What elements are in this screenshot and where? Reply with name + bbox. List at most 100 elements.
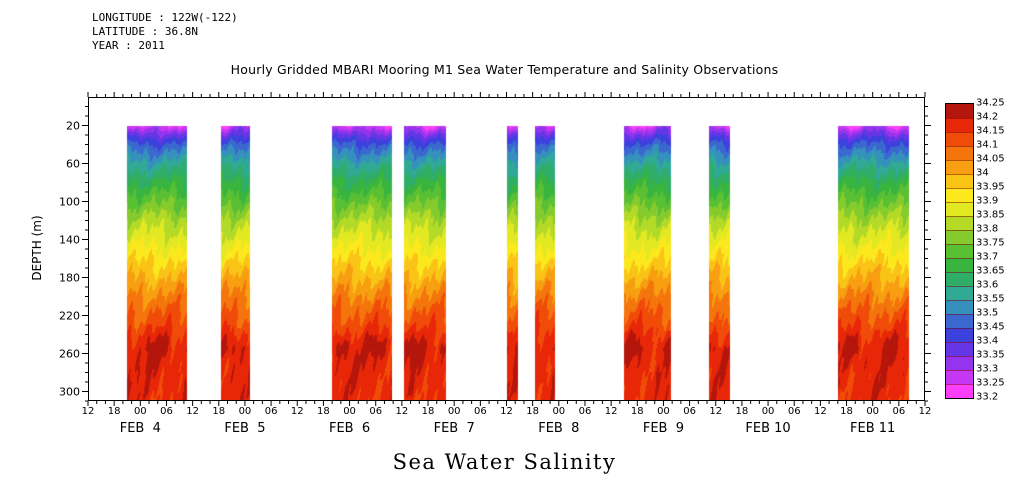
- colorbar-tick-label: 33.9: [976, 195, 999, 207]
- x-hour-tick-label: 06: [578, 406, 592, 417]
- colorbar-tick-label: 33.8: [976, 223, 999, 235]
- x-hour-tick-label: 00: [238, 406, 252, 417]
- x-hour-tick-label: 12: [604, 406, 618, 417]
- x-hour-tick-label: 00: [657, 406, 670, 417]
- colorbar-tick-label: 33.7: [976, 251, 999, 263]
- colorbar: [945, 103, 974, 399]
- colorbar-tick-label: 33.3: [976, 363, 999, 375]
- x-hour-tick-label: 18: [421, 406, 435, 417]
- x-hour-tick-label: 12: [814, 406, 827, 417]
- salinity-contour-plot: [88, 97, 925, 401]
- x-axis-caption: Sea Water Salinity: [392, 450, 617, 474]
- colorbar-tick-label: 33.85: [976, 209, 1005, 221]
- colorbar-segment: [946, 160, 973, 174]
- longitude-label: LONGITUDE : 122W(-122): [92, 11, 238, 24]
- year-label: YEAR : 2011: [92, 39, 165, 52]
- x-hour-tick-label: 18: [840, 406, 853, 417]
- x-hour-tick-label: 06: [160, 406, 173, 417]
- colorbar-tick-label: 33.95: [976, 181, 1005, 193]
- colorbar-tick-label: 34.25: [976, 97, 1005, 109]
- x-hour-tick-label: 06: [787, 406, 801, 417]
- colorbar-segment: [946, 216, 973, 230]
- colorbar-segment: [946, 286, 973, 300]
- colorbar-tick-label: 34.05: [976, 153, 1005, 165]
- y-tick-label: 20: [66, 119, 80, 132]
- x-date-label: FEB 10: [745, 421, 791, 436]
- x-hour-tick-label: 12: [186, 406, 199, 417]
- x-date-label: FEB 7: [433, 421, 475, 436]
- x-hour-tick-label: 00: [447, 406, 461, 417]
- x-hour-tick-label: 00: [343, 406, 356, 417]
- colorbar-segment: [946, 244, 973, 258]
- x-hour-tick-label: 18: [735, 406, 749, 417]
- x-hour-tick-label: 18: [630, 406, 644, 417]
- colorbar-tick-label: 33.35: [976, 349, 1005, 361]
- x-date-label: FEB 5: [224, 421, 266, 436]
- x-hour-tick-label: 12: [500, 406, 513, 417]
- colorbar-tick-label: 34.15: [976, 125, 1005, 137]
- colorbar-tick-label: 34.2: [976, 111, 999, 123]
- x-date-label: FEB 9: [642, 421, 685, 436]
- colorbar-tick-label: 33.75: [976, 237, 1005, 249]
- colorbar-segment: [946, 104, 973, 118]
- colorbar-tick-label: 33.6: [976, 279, 999, 291]
- x-hour-tick-label: 12: [290, 406, 304, 417]
- x-hour-tick-label: 00: [133, 406, 147, 417]
- x-date-label: FEB 6: [328, 421, 371, 436]
- colorbar-segment: [946, 202, 973, 216]
- x-hour-tick-label: 06: [683, 406, 696, 417]
- y-tick-label: 300: [59, 385, 80, 398]
- colorbar-segment: [946, 328, 973, 342]
- y-tick-label: 180: [59, 271, 80, 284]
- colorbar-tick-label: 33.55: [976, 293, 1005, 305]
- colorbar-segment: [946, 230, 973, 244]
- colorbar-tick-label: 34: [976, 167, 989, 179]
- colorbar-segment: [946, 342, 973, 356]
- colorbar-segment: [946, 188, 973, 202]
- colorbar-tick-label: 33.45: [976, 321, 1005, 333]
- colorbar-tick-label: 33.5: [976, 307, 999, 319]
- x-date-label: FEB 8: [538, 421, 580, 436]
- x-hour-tick-label: 18: [526, 406, 540, 417]
- x-hour-tick-label: 12: [81, 406, 95, 417]
- colorbar-segment: [946, 272, 973, 286]
- x-hour-tick-label: 06: [892, 406, 906, 417]
- x-hour-tick-label: 00: [866, 406, 880, 417]
- chart-title: Hourly Gridded MBARI Mooring M1 Sea Wate…: [230, 62, 779, 77]
- x-hour-tick-label: 00: [552, 406, 566, 417]
- colorbar-segment: [946, 118, 973, 132]
- colorbar-tick-label: 33.2: [976, 391, 999, 403]
- y-axis-title: DEPTH (m): [30, 215, 44, 281]
- x-hour-tick-label: 06: [369, 406, 383, 417]
- colorbar-segment: [946, 356, 973, 370]
- colorbar-segment: [946, 132, 973, 146]
- x-hour-tick-label: 06: [264, 406, 278, 417]
- y-tick-label: 100: [59, 195, 80, 208]
- colorbar-segment: [946, 258, 973, 272]
- colorbar-tick-label: 33.4: [976, 335, 999, 347]
- x-hour-tick-label: 12: [395, 406, 409, 417]
- y-tick-label: 220: [59, 309, 80, 322]
- y-tick-label: 60: [66, 157, 80, 170]
- latitude-label: LATITUDE : 36.8N: [92, 25, 198, 38]
- x-hour-tick-label: 12: [709, 406, 723, 417]
- x-hour-tick-label: 06: [473, 406, 487, 417]
- colorbar-tick-label: 34.1: [976, 139, 999, 151]
- colorbar-segment: [946, 174, 973, 188]
- colorbar-segment: [946, 370, 973, 384]
- x-date-label: FEB 4: [119, 421, 161, 436]
- y-tick-label: 140: [59, 233, 80, 246]
- colorbar-segment: [946, 146, 973, 160]
- x-hour-tick-label: 00: [761, 406, 775, 417]
- colorbar-tick-label: 33.25: [976, 377, 1005, 389]
- x-hour-tick-label: 18: [107, 406, 121, 417]
- colorbar-tick-label: 33.65: [976, 265, 1005, 277]
- x-date-label: FEB 11: [850, 421, 896, 436]
- colorbar-segment: [946, 300, 973, 314]
- x-hour-tick-label: 18: [317, 406, 330, 417]
- colorbar-segment: [946, 314, 973, 328]
- x-hour-tick-label: 18: [212, 406, 226, 417]
- colorbar-segment: [946, 384, 973, 398]
- y-tick-label: 260: [59, 347, 80, 360]
- x-hour-tick-label: 12: [918, 406, 932, 417]
